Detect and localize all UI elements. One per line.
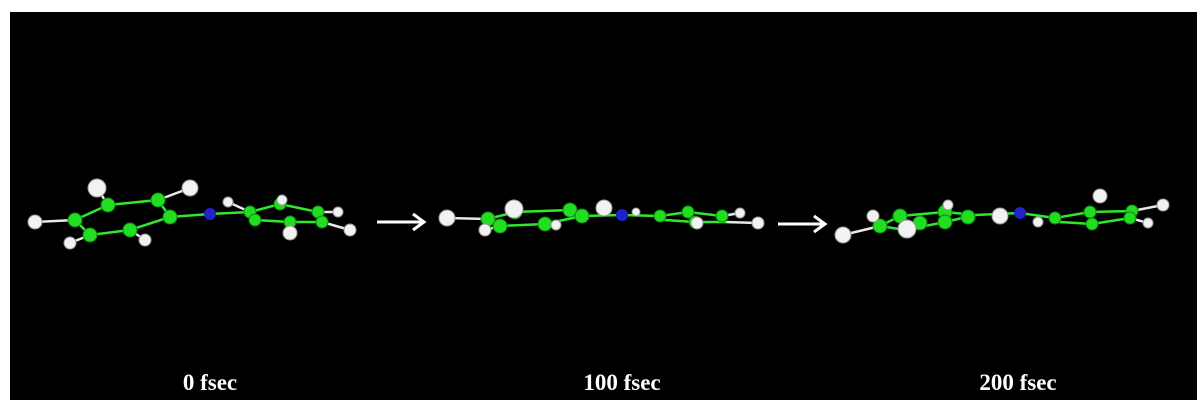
frame-label: 0 fsec: [183, 370, 237, 395]
figure: 0 fsec 100 fsec 200 fsec: [0, 0, 1203, 413]
page: 0 fsec 100 fsec 200 fsec (() => { const …: [0, 0, 1203, 413]
frame-label: 200 fsec: [979, 370, 1056, 395]
frame-label: 100 fsec: [583, 370, 660, 395]
